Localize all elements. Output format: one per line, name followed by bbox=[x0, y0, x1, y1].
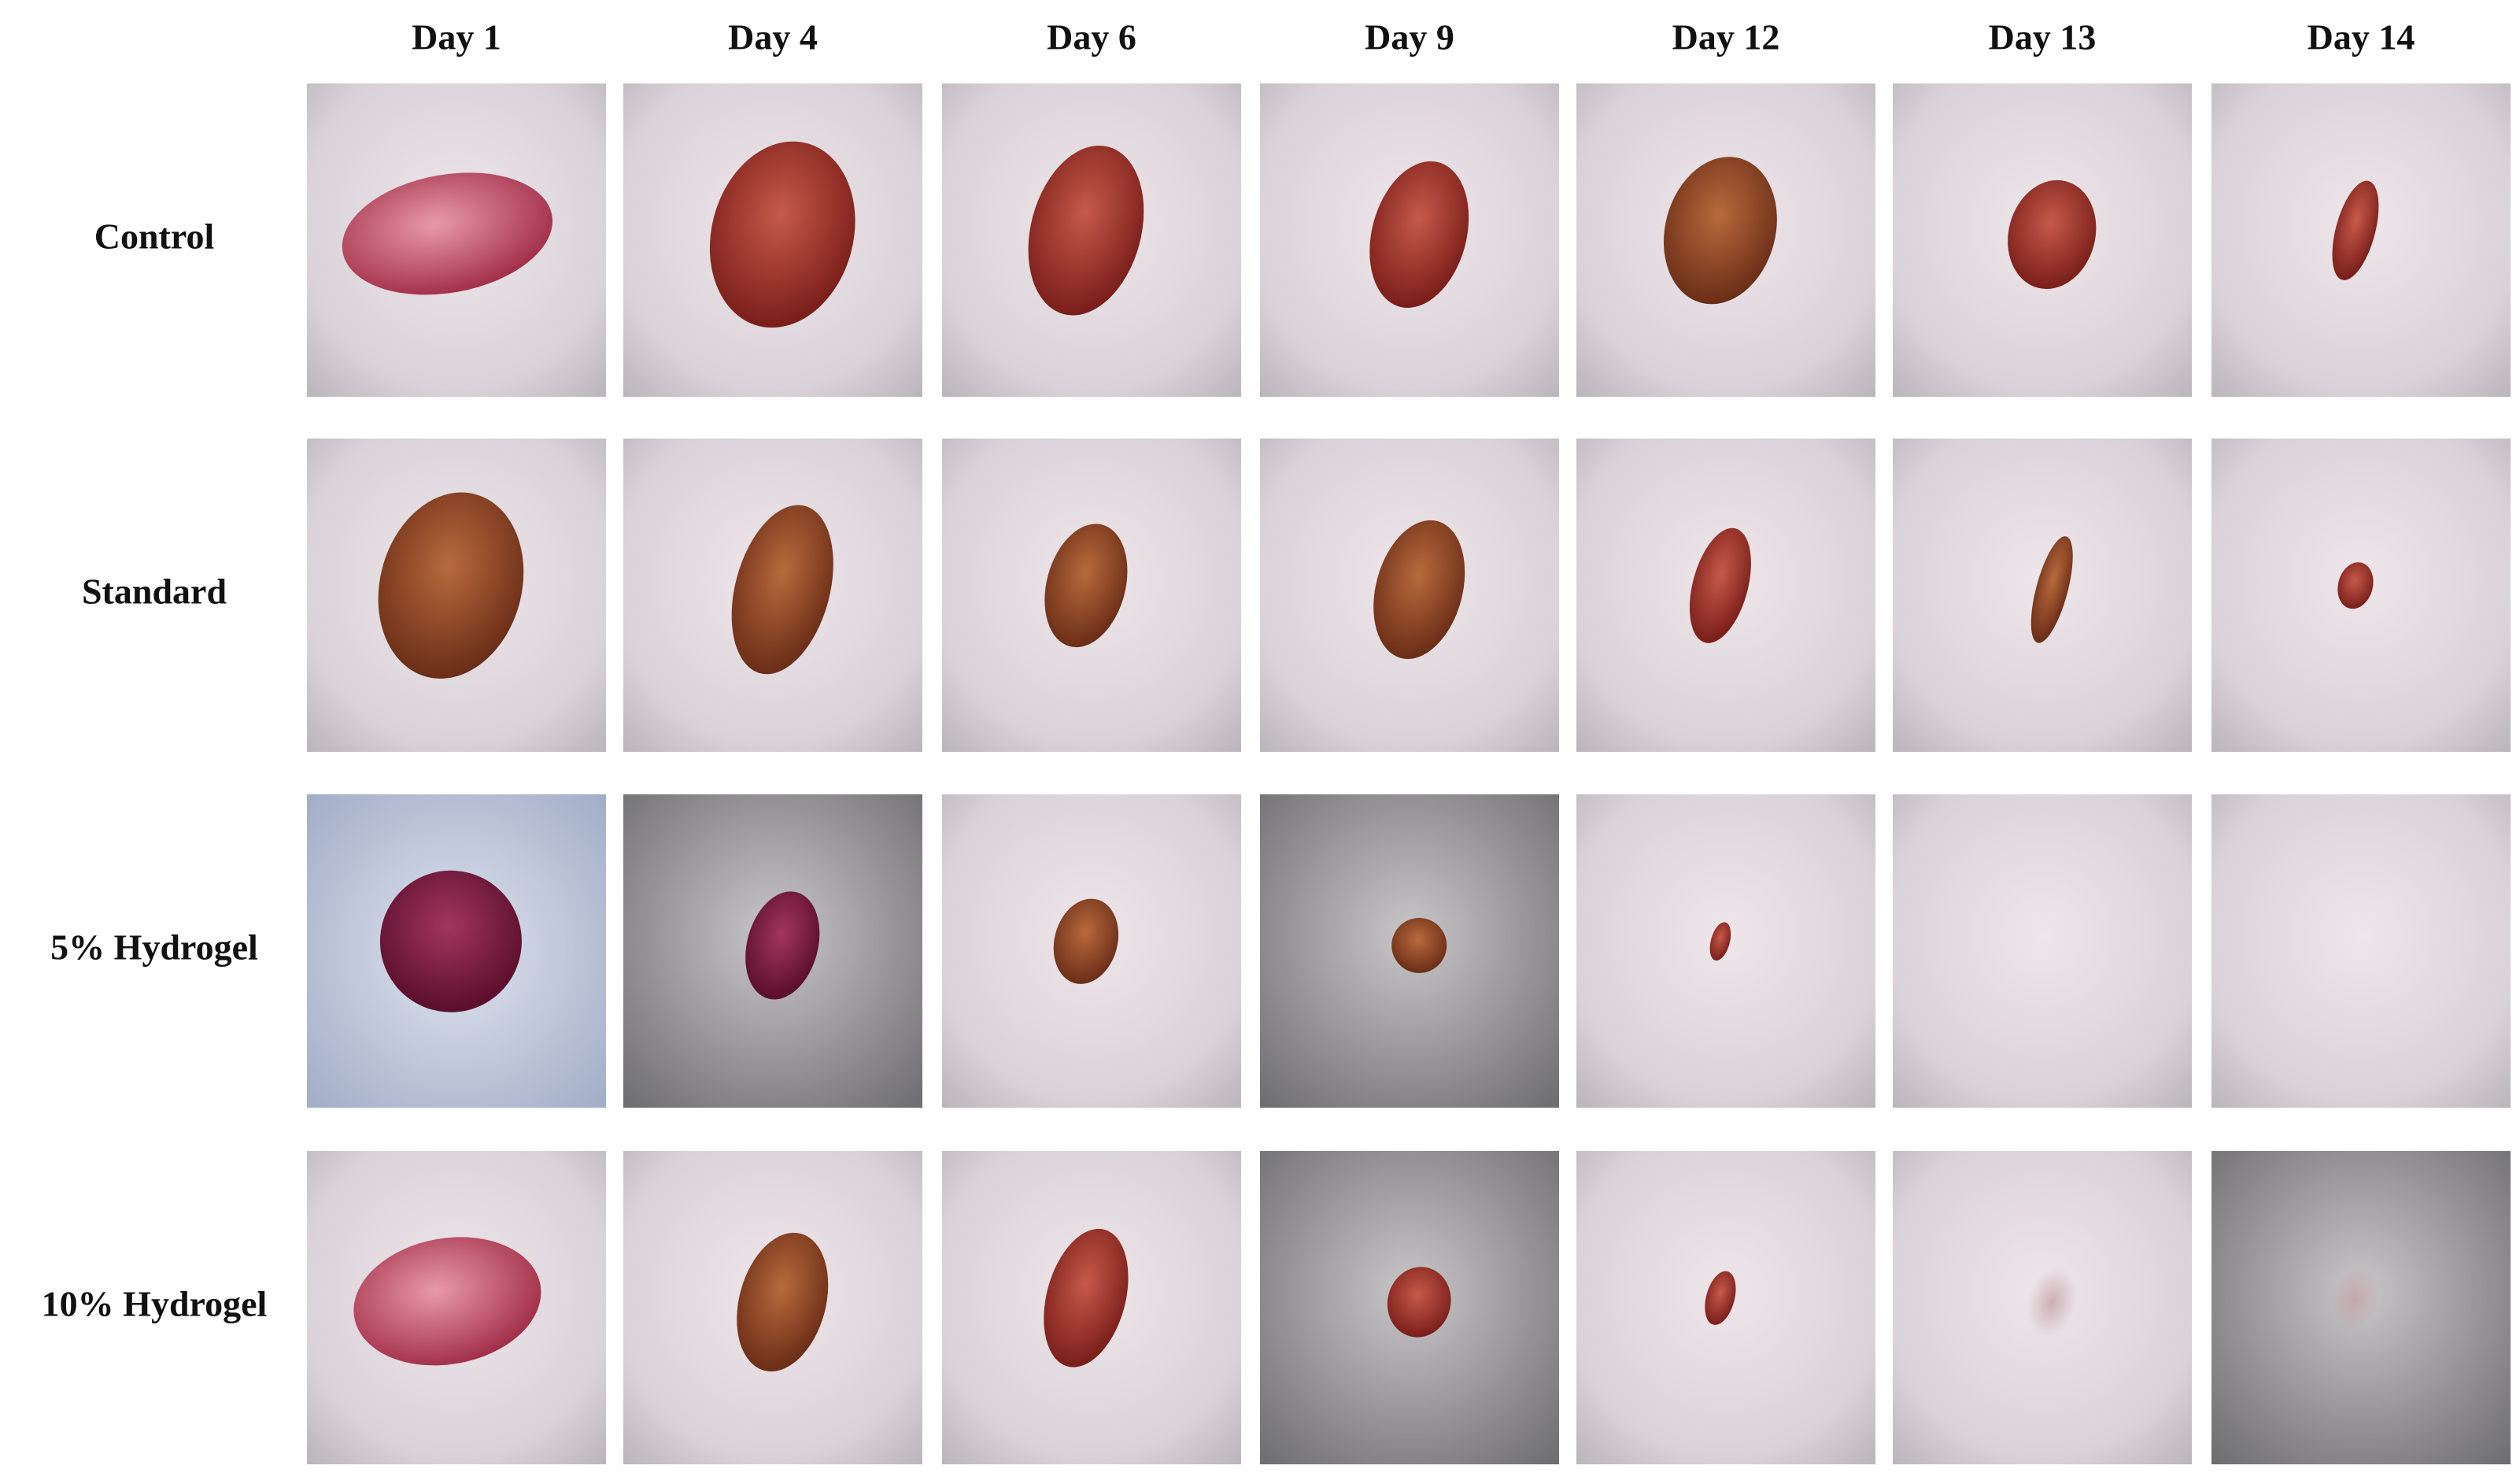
photo bbox=[1260, 794, 1559, 1108]
wound bbox=[1391, 917, 1447, 973]
photo bbox=[2211, 439, 2511, 752]
photo bbox=[623, 1151, 922, 1464]
wound bbox=[379, 870, 522, 1012]
wound bbox=[1044, 524, 1128, 648]
photo bbox=[942, 794, 1241, 1108]
wound bbox=[2008, 179, 2097, 290]
photo bbox=[1893, 794, 2192, 1108]
wound bbox=[342, 172, 553, 295]
photo bbox=[307, 794, 606, 1108]
wound bbox=[1387, 1267, 1451, 1338]
photo bbox=[2211, 1151, 2511, 1464]
photo bbox=[1576, 1151, 1875, 1464]
photo bbox=[1576, 794, 1875, 1108]
photo bbox=[1576, 83, 1875, 397]
wound bbox=[737, 1232, 829, 1372]
column-header: Day 1 bbox=[412, 17, 501, 57]
wound bbox=[1028, 145, 1144, 316]
wound bbox=[709, 141, 855, 328]
photo bbox=[942, 83, 1241, 397]
photo bbox=[1260, 83, 1559, 397]
wound bbox=[2030, 536, 2073, 643]
photo bbox=[307, 439, 606, 752]
column-header: Day 14 bbox=[2308, 17, 2415, 57]
wound bbox=[1705, 1271, 1736, 1325]
photo bbox=[942, 1151, 1241, 1464]
photo bbox=[1893, 1151, 2192, 1464]
wound bbox=[1689, 527, 1751, 643]
photo bbox=[1260, 1151, 1559, 1464]
photo bbox=[623, 83, 922, 397]
wound bbox=[1709, 922, 1731, 961]
wound bbox=[731, 505, 833, 675]
row-label: 10% Hydrogel bbox=[42, 1284, 268, 1324]
row-label: 5% Hydrogel bbox=[50, 927, 258, 968]
wound bbox=[2337, 562, 2374, 609]
column-header: Day 6 bbox=[1047, 17, 1136, 57]
photo bbox=[1893, 83, 2192, 397]
photo bbox=[1260, 439, 1559, 752]
wound bbox=[2332, 180, 2379, 280]
photo bbox=[623, 439, 922, 752]
photo bbox=[2211, 83, 2511, 397]
wound bbox=[1053, 898, 1119, 984]
wound bbox=[1373, 520, 1465, 660]
wound bbox=[1044, 1228, 1129, 1367]
row-label: Standard bbox=[82, 572, 227, 612]
photo-background bbox=[1893, 794, 2192, 1108]
wound bbox=[378, 492, 524, 679]
photo bbox=[2211, 794, 2511, 1108]
photo-background bbox=[2211, 794, 2511, 1108]
photo bbox=[1893, 439, 2192, 752]
photo bbox=[1576, 439, 1875, 752]
wound bbox=[2331, 1267, 2380, 1330]
wound bbox=[1369, 161, 1469, 308]
column-header: Day 13 bbox=[1989, 17, 2097, 57]
row-label: Control bbox=[94, 216, 215, 257]
photo bbox=[942, 439, 1241, 752]
column-header: Day 4 bbox=[728, 17, 818, 57]
wound bbox=[2027, 1267, 2077, 1338]
column-header: Day 9 bbox=[1365, 17, 1454, 57]
wound bbox=[745, 891, 820, 1000]
wound bbox=[1663, 157, 1777, 305]
wound bbox=[353, 1237, 541, 1366]
photo bbox=[307, 1151, 606, 1464]
photo bbox=[307, 83, 606, 397]
photo bbox=[623, 794, 922, 1108]
column-header: Day 12 bbox=[1672, 17, 1780, 57]
